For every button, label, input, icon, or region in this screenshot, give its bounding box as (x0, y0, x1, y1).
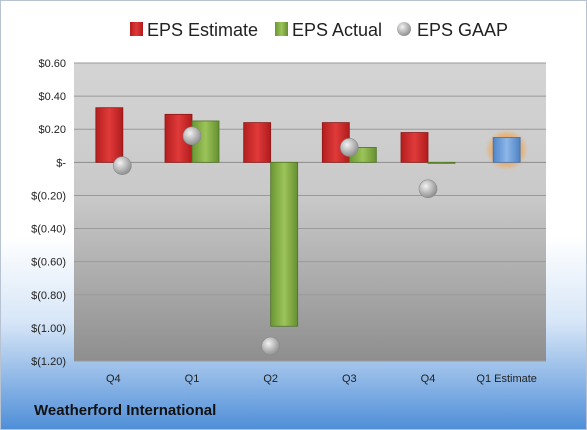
x-tick-label: Q3 (342, 373, 357, 385)
eps-gaap-marker (182, 126, 202, 146)
y-tick-label: $0.40 (38, 91, 66, 103)
bar-q1-estimate (492, 137, 521, 163)
x-tick-label: Q1 Estimate (476, 373, 537, 385)
bar-eps-estimate (95, 107, 124, 163)
x-tick-label: Q4 (106, 373, 121, 385)
legend: EPS Estimate EPS Actual EPS GAAP (130, 20, 508, 40)
legend-swatch-eps-actual (275, 22, 288, 36)
legend-swatch-eps-estimate (130, 22, 143, 36)
bar-eps-estimate (243, 122, 272, 163)
company-name: Weatherford International (34, 402, 217, 419)
y-tick-label: $- (56, 157, 66, 169)
y-tick-label: $(0.80) (31, 290, 66, 302)
legend-label-eps-gaap: EPS GAAP (417, 20, 508, 40)
x-tick-label: Q2 (263, 373, 278, 385)
y-tick-label: $(0.20) (31, 190, 66, 202)
legend-label-eps-actual: EPS Actual (292, 20, 382, 40)
bar-eps-estimate (321, 122, 350, 163)
gaap-markers (113, 126, 438, 356)
bar-eps-actual (270, 161, 299, 327)
x-tick-label: Q4 (421, 373, 436, 385)
y-tick-label: $(1.00) (31, 323, 66, 335)
x-axis-labels: Q4 Q1 Q2 Q3 Q4 Q1 Estimate (106, 373, 537, 385)
legend-label-eps-estimate: EPS Estimate (147, 20, 258, 40)
legend-swatch-eps-gaap (397, 22, 411, 36)
bar-eps-actual (427, 161, 456, 164)
gridlines (74, 62, 546, 362)
y-tick-label: $(0.40) (31, 224, 66, 236)
eps-gaap-marker (113, 156, 132, 175)
y-axis-ticks: $0.60 $0.40 $0.20 $- $(0.20) $(0.40) $(0.60) $(… (31, 58, 66, 368)
y-tick-label: $0.20 (38, 124, 66, 136)
eps-gaap-marker (261, 336, 280, 356)
bars (95, 107, 529, 327)
y-tick-label: $(0.60) (31, 257, 66, 269)
y-tick-label: $0.60 (38, 58, 66, 70)
y-tick-label: $(1.20) (31, 356, 66, 368)
eps-gaap-marker (418, 179, 438, 199)
bar-eps-estimate (400, 132, 429, 163)
plot-area (74, 63, 546, 361)
x-tick-label: Q1 (185, 373, 200, 385)
eps-gaap-marker (340, 138, 359, 157)
